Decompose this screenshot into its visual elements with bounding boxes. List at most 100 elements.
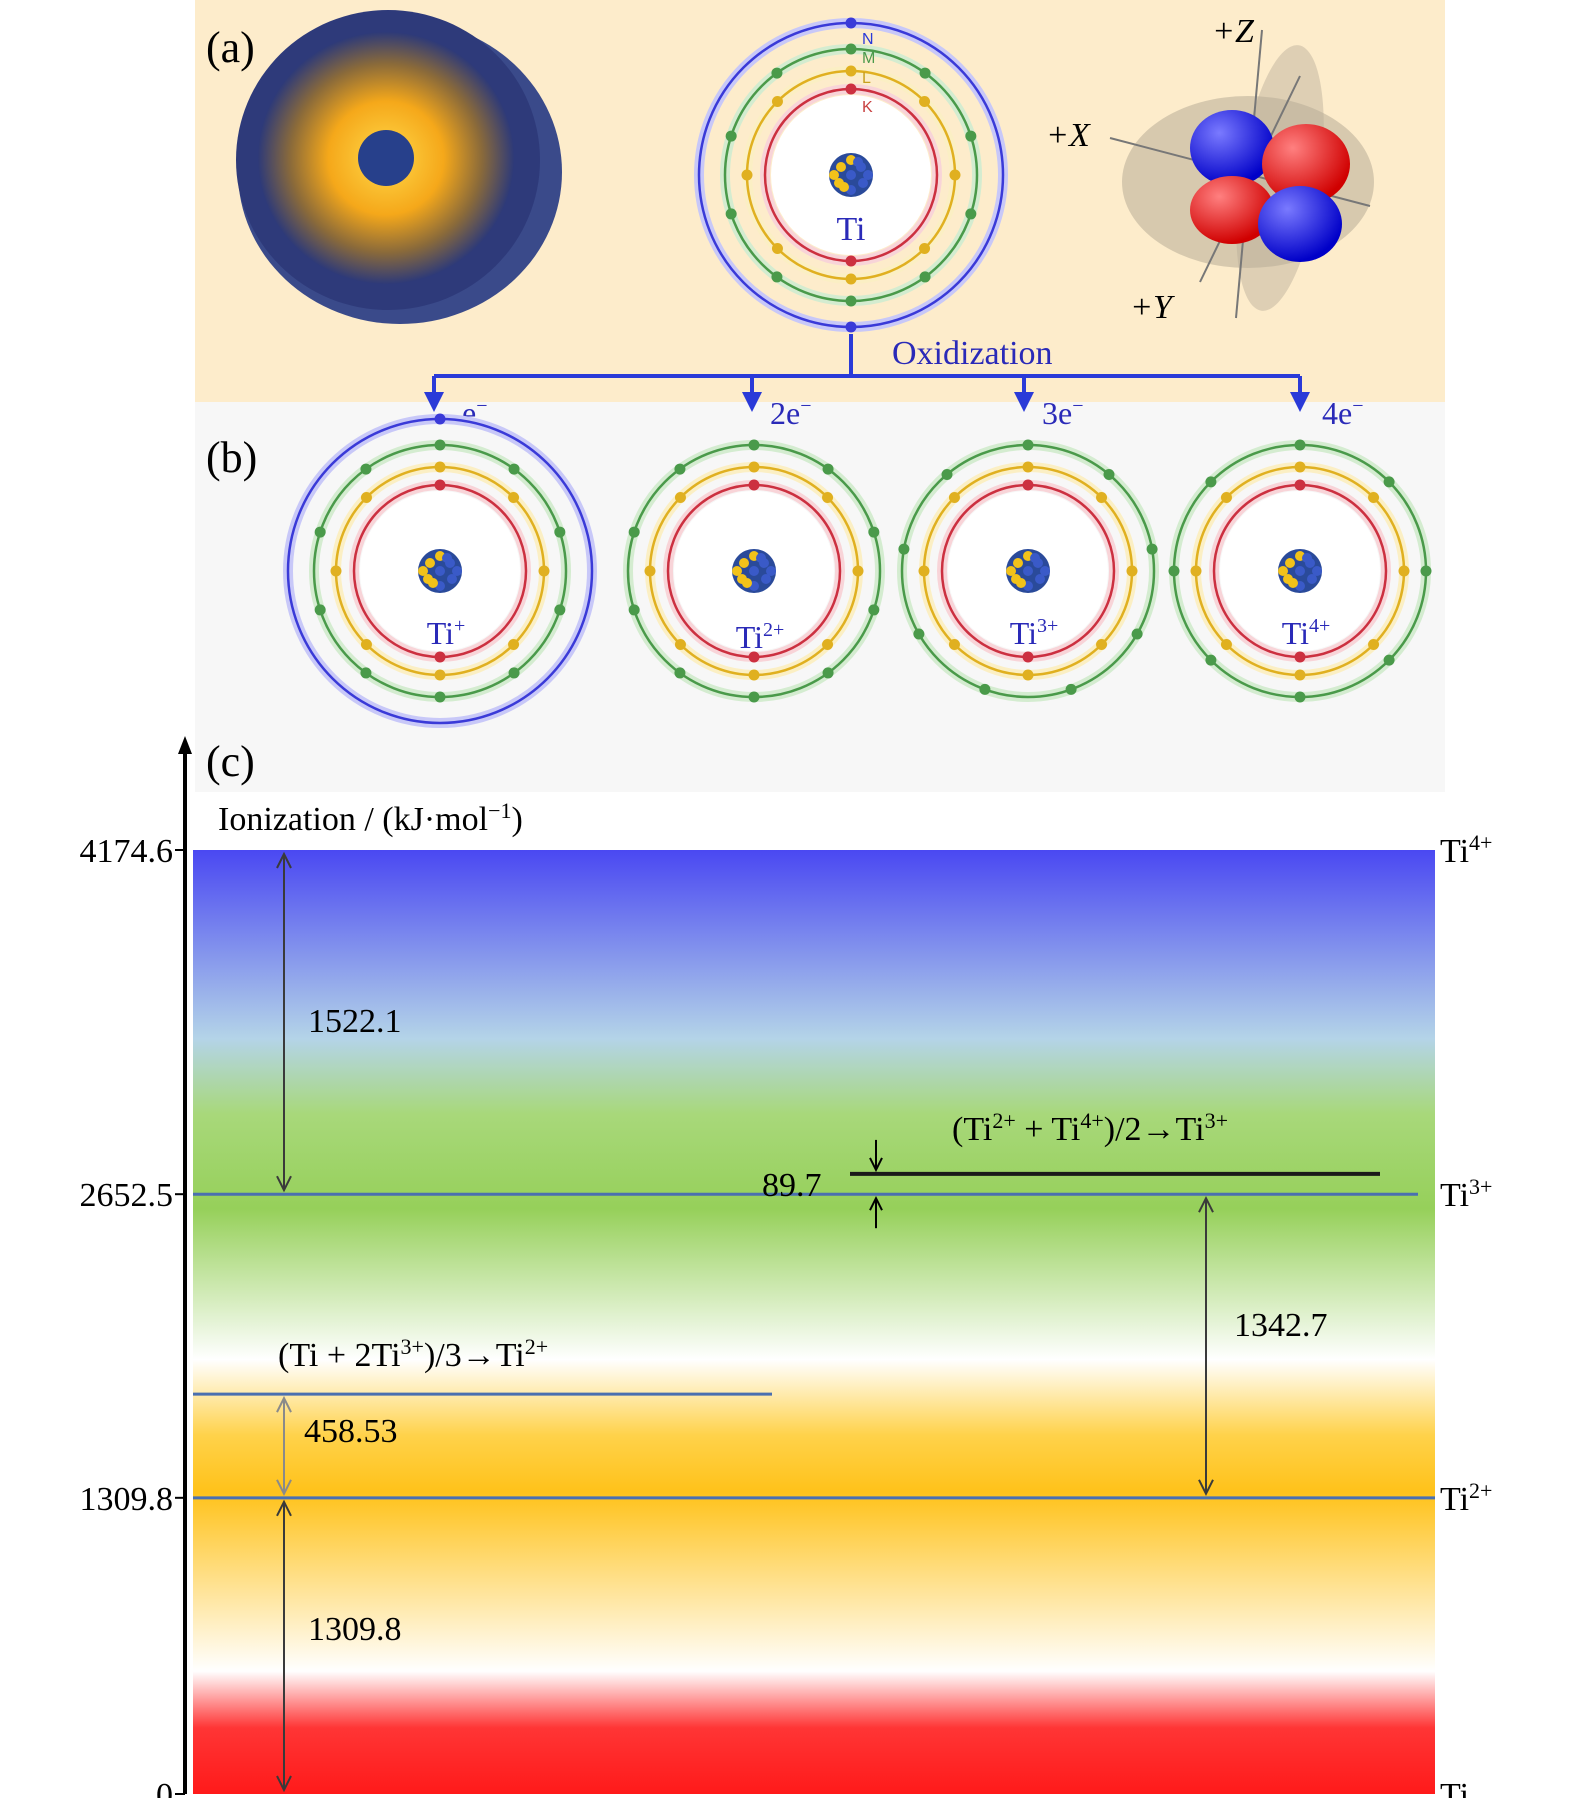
electron <box>868 526 880 538</box>
nucleon <box>749 566 759 576</box>
interval-arrowhead <box>1198 1195 1214 1213</box>
electron <box>771 95 783 107</box>
electron <box>725 208 737 220</box>
interval-arrowhead <box>276 1775 292 1793</box>
nucleon <box>1295 566 1305 576</box>
electron <box>748 479 760 491</box>
y-tick-label: 2652.5 <box>80 1177 174 1214</box>
electron <box>845 321 857 333</box>
electron <box>434 439 446 451</box>
electron <box>1368 491 1380 503</box>
electron <box>845 83 857 95</box>
nucleon <box>1302 553 1312 563</box>
electron <box>330 565 342 577</box>
electron <box>898 543 910 555</box>
electron <box>434 479 446 491</box>
electron <box>949 169 961 181</box>
electron <box>748 439 760 451</box>
electron <box>360 667 372 679</box>
axis-label-x: +X <box>1046 117 1091 154</box>
electron <box>822 491 834 503</box>
nucleon <box>452 566 462 576</box>
electron <box>1220 491 1232 503</box>
ti-plus-ion-model <box>283 413 597 728</box>
electron <box>748 651 760 663</box>
nucleon <box>1307 574 1317 584</box>
ion-label-2: Ti2+ <box>736 619 785 655</box>
ti-3plus-ion-model <box>897 439 1159 702</box>
electron <box>1131 628 1143 640</box>
nucleon <box>863 170 873 180</box>
nucleus <box>1278 549 1322 593</box>
electron <box>434 651 446 663</box>
electron <box>822 639 834 651</box>
nucleon <box>732 566 742 576</box>
interval-arrowhead <box>276 1175 292 1193</box>
electron <box>1146 543 1158 555</box>
nucleus <box>829 153 873 197</box>
level-label: Ti <box>1440 1777 1469 1798</box>
panel-c-label: (c) <box>206 737 255 786</box>
shell-letter-k: K <box>862 99 873 116</box>
nucleon <box>1030 553 1040 563</box>
electron <box>748 691 760 703</box>
electron <box>1205 476 1217 488</box>
level-label: Ti3+ <box>1440 1174 1492 1214</box>
ti-4plus-ion-model <box>1168 439 1432 703</box>
interval-arrowhead <box>276 1479 292 1497</box>
electron <box>941 468 953 480</box>
nucleon <box>442 553 452 563</box>
electron <box>508 463 520 475</box>
electron <box>674 667 686 679</box>
interval-arrowhead <box>276 1395 292 1413</box>
y-axis-arrowhead <box>178 736 192 754</box>
nucleus <box>732 549 776 593</box>
nucleon <box>846 170 856 180</box>
electron <box>1205 654 1217 666</box>
y-axis: 0 1309.8 2652.5 4174.6 <box>80 736 192 1798</box>
disproportion-reaction-label: (Ti2+ + Ti4+)/2→Ti3+ <box>952 1108 1228 1148</box>
interval-arrowhead <box>1198 1479 1214 1497</box>
interval-label: 458.53 <box>304 1413 398 1450</box>
electron <box>314 604 326 616</box>
electron <box>822 667 834 679</box>
electron <box>434 669 446 681</box>
nucleon <box>829 170 839 180</box>
electron <box>1096 491 1108 503</box>
electron <box>725 130 737 142</box>
ion-label-4: Ti4+ <box>1282 615 1331 651</box>
nucleon <box>1006 566 1016 576</box>
ti-atom-bohr-model <box>694 17 1008 333</box>
nucleon <box>1016 578 1026 588</box>
electron <box>979 683 991 695</box>
electron <box>434 691 446 703</box>
electron <box>1168 565 1180 577</box>
energy-intervals: 1309.8 458.53 1342.7 1522.1 89.7 <box>276 851 1328 1793</box>
interval-label: 89.7 <box>762 1167 822 1204</box>
interval-arrowhead <box>276 1499 292 1517</box>
electron <box>965 130 977 142</box>
ion-labels: Ti+ Ti2+ Ti3+ Ti4+ <box>427 615 1331 655</box>
electron <box>919 67 931 79</box>
electron <box>628 604 640 616</box>
electron <box>628 526 640 538</box>
electron <box>919 271 931 283</box>
nucleon <box>1312 566 1322 576</box>
electron <box>1022 669 1034 681</box>
nucleus <box>1006 549 1050 593</box>
electron <box>1294 651 1306 663</box>
nucleon <box>1013 558 1023 568</box>
y-tick-label: 4174.6 <box>80 833 174 870</box>
atom-label-ti: Ti <box>836 211 865 248</box>
disproportionation-levels: (Ti + 2Ti3+)/3→Ti2+ (Ti2+ + Ti4+)/2→Ti3+ <box>193 1108 1380 1396</box>
electron <box>822 463 834 475</box>
nucleon <box>1285 558 1295 568</box>
electron <box>434 461 446 473</box>
electron <box>1096 639 1108 651</box>
electron <box>771 243 783 255</box>
electron <box>1294 461 1306 473</box>
electron <box>1383 654 1395 666</box>
nucleon <box>418 566 428 576</box>
axis-label-z: +Z <box>1212 13 1255 50</box>
